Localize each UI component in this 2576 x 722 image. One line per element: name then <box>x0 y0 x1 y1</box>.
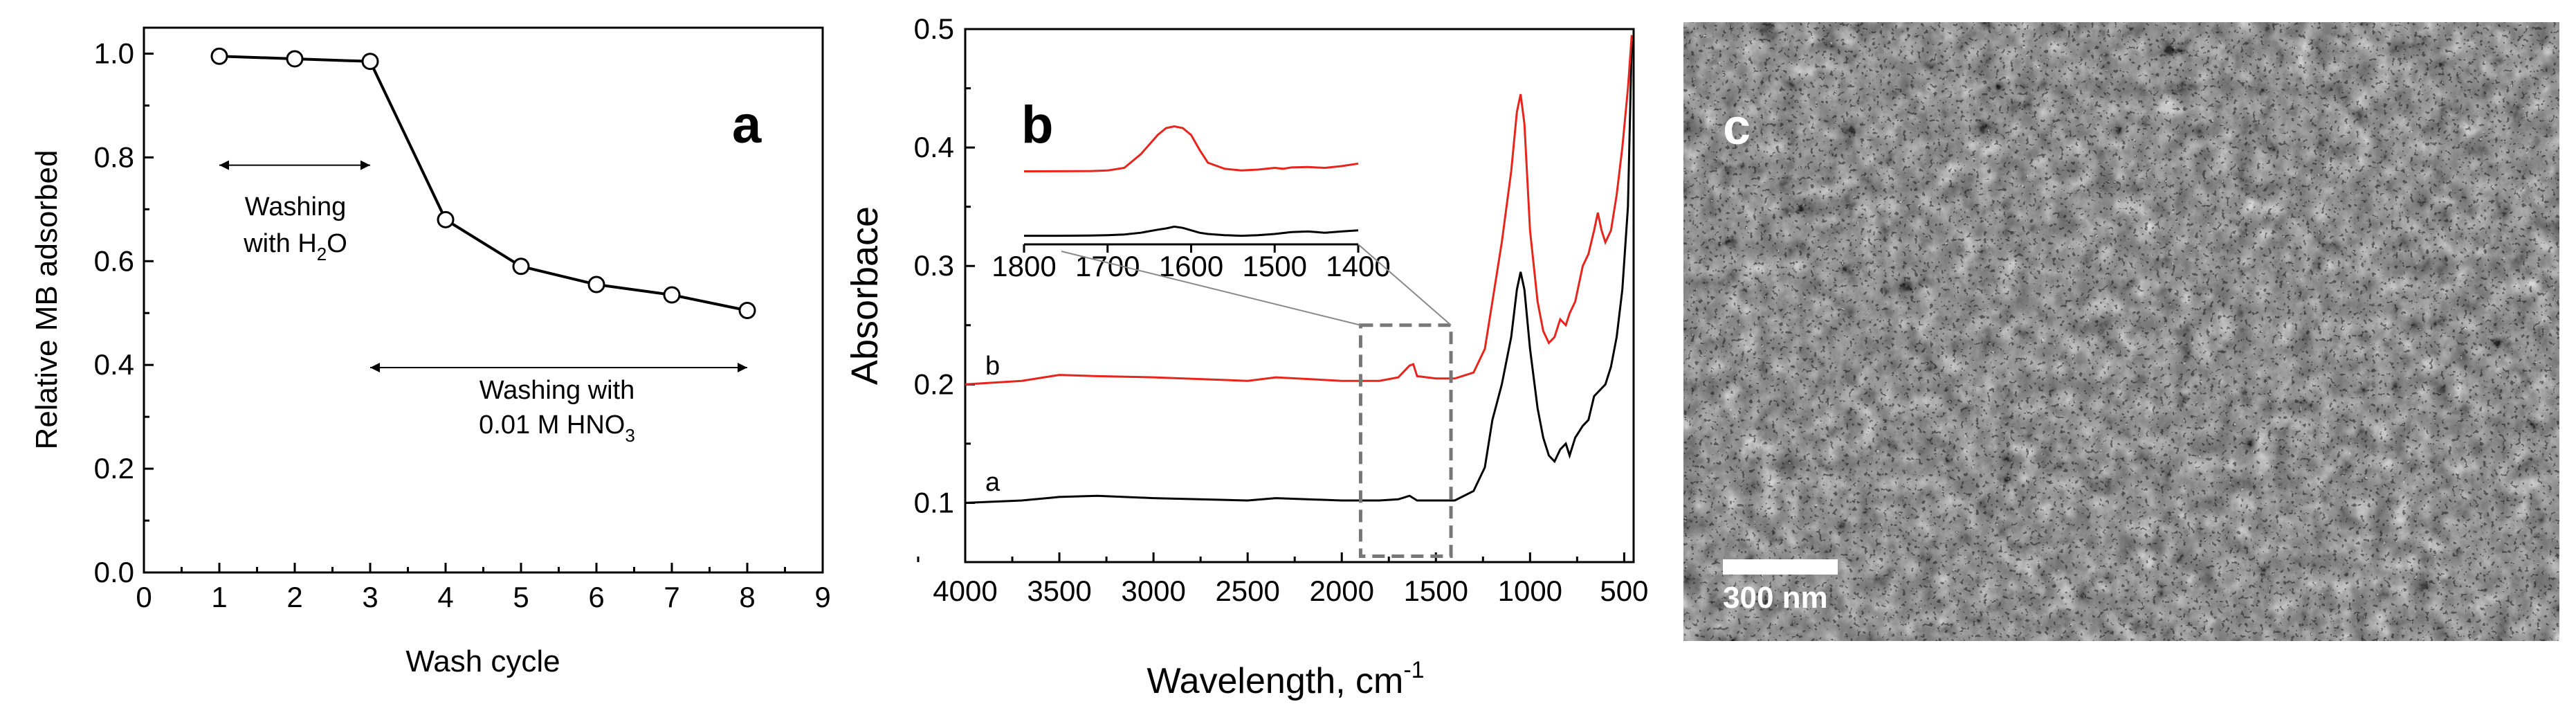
y-tick-label: 0.4 <box>914 131 954 163</box>
panel-b-x-axis-label: Wavelength, cm-1 <box>1147 657 1424 701</box>
water-arrow <box>219 160 370 170</box>
x-tick-label: 3000 <box>1121 575 1185 607</box>
water-wash-text-line2: with H2O <box>243 229 347 264</box>
arrow-head-left <box>219 160 229 170</box>
acid-arrow <box>370 362 747 372</box>
y-tick-label: 0.5 <box>914 12 954 45</box>
series-line <box>219 55 748 312</box>
x-tick-label: 2 <box>286 581 302 613</box>
panel-a-chart: 0 1 2 3 4 5 6 7 8 9 0.0 0.2 0.4 0.6 0.8 1.0 Wash cycle… <box>30 26 831 678</box>
x-tick-label: 5 <box>513 581 529 613</box>
water-wash-annotation: Washing with H2O <box>219 160 370 264</box>
x-tick-label: 1000 <box>1498 575 1562 607</box>
x-tick-label: 1 <box>211 581 227 613</box>
panel-b-y-tick-labels: 0.1 0.2 0.3 0.4 0.5 <box>914 12 954 518</box>
x-tick-label: 0 <box>136 581 152 613</box>
data-point <box>512 258 530 276</box>
panel-b-label: b <box>1021 96 1053 154</box>
y-tick-label: 0.2 <box>914 368 954 400</box>
data-point <box>210 47 228 65</box>
y-tick-label: 0.4 <box>94 348 134 381</box>
y-tick-label: 0.3 <box>914 249 954 282</box>
data-point <box>587 276 605 294</box>
x-tick-label: 3 <box>362 581 378 613</box>
panel-b-series <box>965 35 1633 504</box>
panel-b-plot-frame <box>964 28 1635 563</box>
inset-tick-labels: 1800 1700 1600 1500 1400 <box>992 250 1390 282</box>
panel-a-x-tick-labels: 0 1 2 3 4 5 6 7 8 9 <box>136 581 830 613</box>
panel-a-y-axis-label: Relative MB adsorbed <box>30 150 64 450</box>
data-point <box>663 286 681 304</box>
curve-label-b: b <box>985 352 1000 381</box>
x-tick-label: 8 <box>739 581 755 613</box>
water-wash-text-line1: Washing <box>245 192 346 222</box>
acid-wash-text-line2: 0.01 M HNO3 <box>479 410 635 446</box>
x-tick-label: 2500 <box>1215 575 1279 607</box>
y-tick-label: 0.2 <box>94 452 134 485</box>
arrow-head-left <box>370 362 380 372</box>
x-tick-label: 4 <box>437 581 453 613</box>
panel-a-plot-frame <box>143 26 824 574</box>
connector-right <box>1358 244 1452 326</box>
x-tick-label: 9 <box>814 581 830 613</box>
inset-chart: 1800 1700 1600 1500 1400 <box>992 125 1391 282</box>
inset-x-tick-label: 1700 <box>1075 250 1140 282</box>
panel-c-sem-image: c 300 nm <box>1683 22 2559 641</box>
inset-connector-lines <box>1061 244 1452 326</box>
connector-left <box>1061 251 1361 326</box>
highlight-box <box>1358 323 1453 558</box>
panel-a-x-axis-label: Wash cycle <box>405 644 560 678</box>
panel-c-label: c <box>1723 100 1751 155</box>
scale-bar <box>1723 559 1838 575</box>
x-tick-label: 4000 <box>933 575 997 607</box>
y-tick-label: 0.0 <box>94 556 134 588</box>
water-wash-range-arrow <box>219 160 370 170</box>
x-tick-label: 7 <box>664 581 679 613</box>
x-tick-label: 3500 <box>1027 575 1091 607</box>
spectrum-b <box>965 35 1633 386</box>
inset-x-tick-label: 1500 <box>1243 250 1307 282</box>
data-point <box>286 50 304 68</box>
data-point <box>437 210 455 228</box>
spectrum-a <box>965 41 1633 504</box>
data-point <box>738 301 756 319</box>
highlight-rect <box>1358 323 1453 558</box>
inset-spectrum-a <box>1024 225 1359 237</box>
acid-wash-annotation: Washing with 0.01 M HNO3 <box>370 362 747 446</box>
panel-a-label: a <box>732 96 762 154</box>
panel-b-chart: 4000 3500 3000 2500 2000 1500 1000 500 0.10.20.… <box>844 12 1648 701</box>
sem-particles <box>1683 22 2559 641</box>
data-point <box>361 53 379 71</box>
panel-b-y-axis-label: Absorbace <box>844 206 886 385</box>
acid-wash-range-arrow <box>370 362 747 372</box>
panel-a-y-tick-labels: 0.0 0.2 0.4 0.6 0.8 1.0 <box>94 37 134 588</box>
panel-a-series <box>210 47 756 319</box>
y-tick-label: 0.1 <box>914 486 954 518</box>
inset-x-tick-label: 1800 <box>992 250 1056 282</box>
inset-ticks <box>1023 244 1360 253</box>
inset-x-tick-label: 1400 <box>1326 250 1390 282</box>
arrow-head-right <box>738 362 747 372</box>
panel-b-x-tick-labels: 4000 3500 3000 2500 2000 1500 1000 500 <box>933 575 1648 607</box>
panel-a-ticks <box>143 52 824 574</box>
inset-spectrum-b <box>1023 125 1359 172</box>
y-tick-label: 0.6 <box>94 244 134 277</box>
inset-x-tick-label: 1600 <box>1159 250 1223 282</box>
acid-wash-text-line1: Washing with <box>479 376 635 405</box>
curve-label-a: a <box>985 468 1001 497</box>
y-tick-label: 1.0 <box>94 37 134 69</box>
arrow-head-right <box>360 160 370 170</box>
x-tick-label: 1500 <box>1404 575 1468 607</box>
inset-series <box>1023 125 1359 237</box>
scale-bar-label: 300 nm <box>1723 581 1828 615</box>
x-tick-label: 500 <box>1600 575 1648 607</box>
x-tick-label: 2000 <box>1310 575 1374 607</box>
y-tick-label: 0.8 <box>94 141 134 173</box>
x-tick-label: 6 <box>588 581 604 613</box>
